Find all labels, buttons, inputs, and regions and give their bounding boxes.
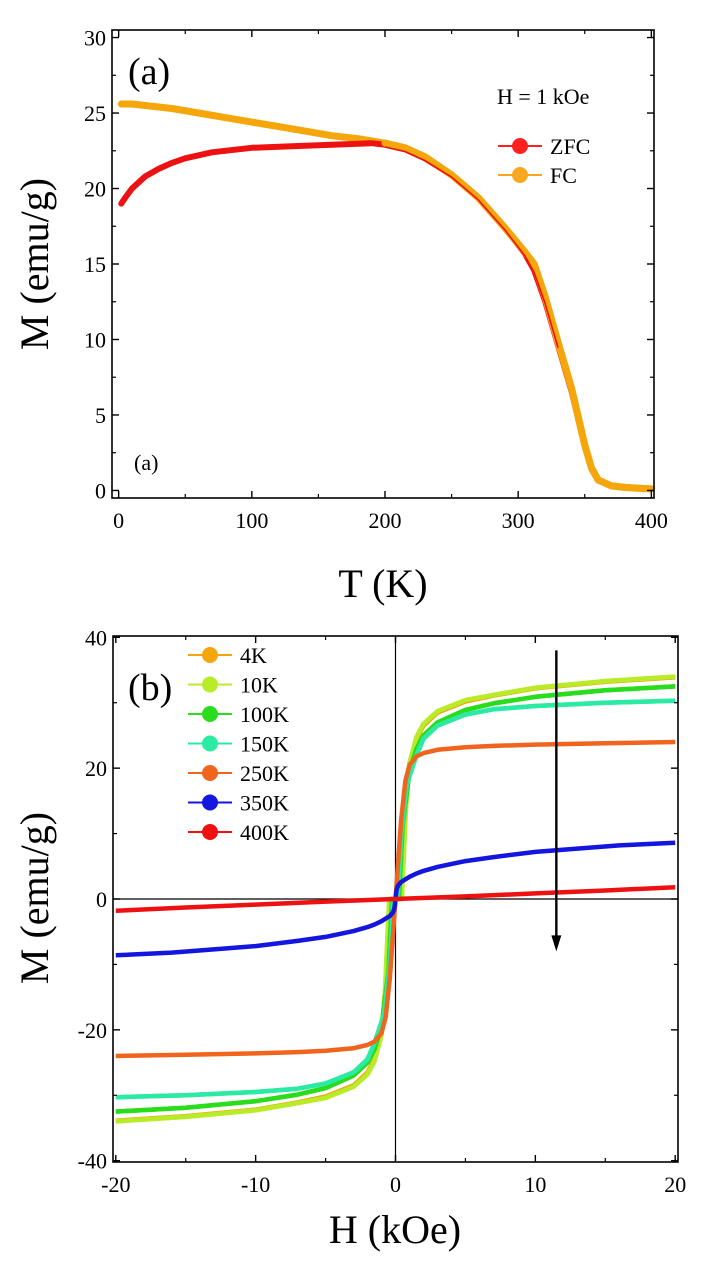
panel-a-ytick-label: 10	[84, 327, 106, 352]
panel-b-ytick-label: 20	[85, 756, 107, 781]
panel-a-chart: 0 100 200 300 400 0 5 10 15 20 25 30 (a) (a) H = 1 …	[12, 26, 668, 606]
legend-label-150k: 150K	[240, 732, 289, 757]
legend-marker-150k	[202, 735, 218, 752]
legend-marker-250k	[202, 765, 218, 781]
panel-b-xtick-label: -10	[241, 1172, 270, 1197]
temperature-arrow	[551, 650, 562, 952]
arrow-head-icon	[551, 935, 562, 952]
field-annotation: H = 1 kOe	[497, 84, 589, 109]
legend-label-zfc: ZFC	[550, 134, 590, 159]
panel-a-ytick-label: 15	[84, 252, 106, 277]
panel-a-label: (a)	[128, 51, 170, 93]
panel-a-xtick-label: 400	[635, 508, 668, 533]
panel-a-curves	[117, 100, 655, 493]
panel-b-ytick-label: -20	[78, 1018, 107, 1043]
legend-label-350k: 350K	[240, 791, 289, 816]
legend-marker-100k	[202, 706, 218, 722]
legend-marker-400k	[202, 824, 218, 840]
panel-a-xtick-label: 100	[235, 508, 268, 533]
legend-marker-10k	[202, 676, 218, 693]
legend-marker-zfc	[512, 138, 528, 154]
panel-b-ylabel: M (emu/g)	[12, 812, 57, 984]
panel-b-xlabel: H (kOe)	[329, 1207, 461, 1252]
panel-a-ytick-label: 20	[84, 177, 106, 202]
panel-a-xlabel: T (K)	[338, 561, 427, 606]
legend-label-10k: 10K	[240, 673, 278, 698]
panel-b-xtick-label: 20	[664, 1172, 686, 1197]
panel-a-xtick-label: 300	[502, 508, 535, 533]
panel-b-ytick-label: 0	[96, 887, 107, 912]
panel-a-ylabel: M (emu/g)	[12, 178, 57, 350]
legend-label-4k: 4K	[240, 643, 267, 668]
series-fc-highT-line	[381, 139, 655, 493]
series-fc-line	[117, 100, 655, 493]
panel-b-ytick-label: 40	[85, 625, 107, 650]
panel-b-xtick-label: -20	[101, 1172, 130, 1197]
panel-b-ytick-label: -40	[78, 1149, 107, 1174]
legend-label-400k: 400K	[240, 820, 289, 845]
panel-a-ticks: 0 100 200 300 400 0 5 10 15 20 25 30	[84, 26, 668, 533]
legend-label-250k: 250K	[240, 761, 289, 786]
legend-marker-350k	[202, 794, 218, 811]
panel-b-xtick-label: 0	[390, 1172, 401, 1197]
series-zfc-line	[118, 140, 655, 492]
panel-a-xtick-label: 200	[368, 508, 401, 533]
panel-b-curves	[115, 674, 676, 1124]
panel-b-legend: 4K 10K 100K 150K 250K 350K 400K	[188, 643, 289, 845]
panel-b-xtick-label: 10	[524, 1172, 546, 1197]
legend-label-100k: 100K	[240, 702, 289, 727]
legend-label-fc: FC	[550, 163, 577, 188]
panel-a-ytick-label: 30	[84, 26, 106, 51]
series-zfc-edge-line	[384, 146, 559, 349]
panel-a-ytick-label: 25	[84, 101, 106, 126]
panel-a-ytick-label: 0	[95, 478, 106, 503]
panel-a-legend: ZFC FC	[498, 134, 590, 188]
panel-a-xtick-label: 0	[113, 508, 124, 533]
legend-marker-4k	[202, 647, 218, 663]
legend-marker-fc	[512, 167, 528, 183]
panel-a-ytick-label: 5	[95, 403, 106, 428]
series-400k-line	[115, 884, 676, 914]
panel-a-inner-label: (a)	[134, 450, 158, 475]
panel-b-label: (b)	[128, 667, 172, 709]
